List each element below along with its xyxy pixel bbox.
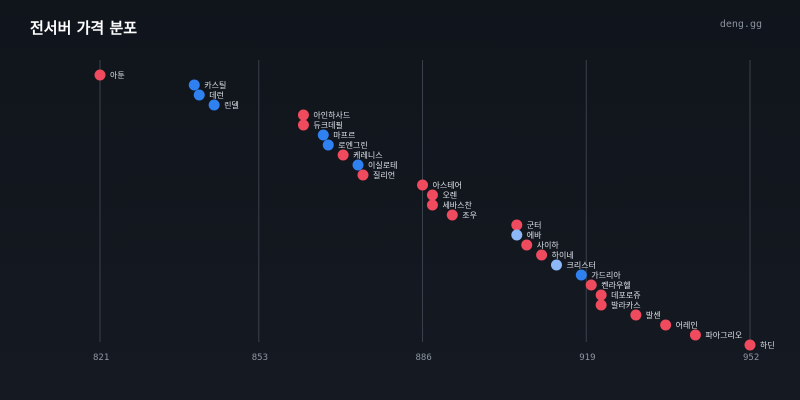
point-label: 이실로테	[368, 160, 397, 170]
point-label: 조우	[462, 211, 477, 220]
point-label: 하이네	[552, 250, 574, 260]
data-point[interactable]: 데포로쥬	[595, 289, 641, 301]
point-label: 하딘	[760, 340, 775, 350]
point-marker[interactable]	[417, 179, 429, 191]
data-point[interactable]: 데런	[193, 89, 224, 101]
data-point[interactable]: 가드리아	[575, 269, 622, 281]
point-label: 에바	[527, 230, 542, 240]
data-point[interactable]: 아스테어	[417, 179, 462, 191]
point-marker[interactable]	[322, 139, 334, 151]
point-marker[interactable]	[744, 339, 756, 351]
point-label: 아인하사드	[313, 110, 350, 120]
data-point[interactable]: 에바	[511, 229, 542, 241]
point-label: 린델	[224, 100, 239, 110]
point-label: 데포로쥬	[611, 291, 640, 300]
data-point[interactable]: 발센	[630, 309, 661, 321]
point-marker[interactable]	[297, 109, 309, 121]
point-label: 오렌	[442, 190, 457, 200]
page-title: 전서버 가격 분포	[30, 19, 138, 37]
point-label: 로엔그린	[338, 140, 367, 150]
data-point[interactable]: 아인하사드	[297, 109, 350, 121]
point-marker[interactable]	[188, 79, 200, 91]
point-label: 발센	[646, 310, 661, 320]
x-tick-label: 853	[252, 353, 268, 363]
x-tick-label: 952	[743, 353, 759, 363]
point-label: 켄라우헬	[601, 280, 630, 290]
data-point[interactable]: 로엔그린	[322, 139, 368, 151]
data-point[interactable]: 크리스터	[550, 259, 596, 271]
data-point[interactable]: 이실로테	[352, 159, 398, 171]
data-point[interactable]: 듀크데필	[297, 119, 343, 131]
point-label: 어레인	[676, 320, 698, 330]
x-tick-label: 919	[579, 353, 595, 363]
point-label: 케레니스	[353, 150, 382, 160]
point-marker[interactable]	[357, 169, 369, 181]
point-marker[interactable]	[352, 159, 364, 171]
point-marker[interactable]	[297, 119, 309, 131]
point-marker[interactable]	[630, 309, 642, 321]
point-marker[interactable]	[193, 89, 205, 101]
point-marker[interactable]	[521, 239, 533, 251]
point-label: 사이하	[537, 240, 560, 250]
point-label: 세바스찬	[442, 200, 472, 210]
point-marker[interactable]	[446, 209, 458, 221]
data-point[interactable]: 하딘	[744, 339, 775, 351]
data-point[interactable]: 파아그리오	[689, 329, 742, 341]
point-marker[interactable]	[511, 229, 523, 241]
point-marker[interactable]	[595, 289, 607, 301]
data-point[interactable]: 어레인	[660, 319, 698, 331]
x-tick-label: 886	[416, 353, 432, 363]
data-point[interactable]: 켄라우헬	[585, 279, 631, 291]
data-point[interactable]: 군터	[511, 219, 542, 231]
point-label: 크리스터	[566, 261, 595, 270]
data-points: 아툰카스틸데런린델아인하사드듀크데필마프르로엔그린케레니스이실로테질리언아스테어…	[94, 69, 775, 351]
point-marker[interactable]	[337, 149, 349, 161]
data-point[interactable]: 린델	[208, 99, 239, 111]
grid-layer	[99, 60, 751, 342]
data-point[interactable]: 마프르	[317, 129, 356, 141]
point-marker[interactable]	[550, 259, 562, 271]
point-marker[interactable]	[317, 129, 329, 141]
data-point[interactable]: 조우	[446, 209, 477, 221]
point-marker[interactable]	[426, 199, 438, 211]
point-label: 가드리아	[591, 270, 621, 280]
data-point[interactable]: 하이네	[536, 249, 574, 261]
point-label: 듀크데필	[313, 120, 342, 130]
data-point[interactable]: 카스틸	[188, 79, 227, 91]
data-point[interactable]: 사이하	[521, 239, 560, 251]
point-label: 마프르	[333, 131, 355, 140]
point-label: 데런	[209, 90, 224, 100]
point-marker[interactable]	[511, 219, 523, 231]
point-label: 군터	[527, 221, 542, 230]
brand-label: deng.gg	[719, 19, 762, 30]
point-marker[interactable]	[536, 249, 548, 261]
data-point[interactable]: 질리언	[357, 169, 395, 181]
point-label: 아스테어	[433, 180, 462, 190]
point-marker[interactable]	[575, 269, 587, 281]
point-label: 파아그리오	[705, 330, 742, 340]
point-label: 질리언	[373, 170, 395, 180]
point-marker[interactable]	[94, 69, 106, 81]
point-marker[interactable]	[595, 299, 607, 311]
point-label: 아툰	[110, 70, 125, 80]
data-point[interactable]: 아툰	[94, 69, 125, 81]
data-point[interactable]: 케레니스	[337, 149, 383, 161]
data-point[interactable]: 오렌	[426, 189, 457, 201]
data-point[interactable]: 발라카스	[595, 299, 641, 311]
point-marker[interactable]	[208, 99, 220, 111]
x-axis-ticks: 821 853 886 919 952	[93, 353, 759, 363]
point-marker[interactable]	[585, 279, 597, 291]
x-tick-label: 821	[93, 353, 109, 363]
point-marker[interactable]	[660, 319, 672, 331]
point-marker[interactable]	[426, 189, 438, 201]
point-marker[interactable]	[689, 329, 701, 341]
point-label: 발라카스	[611, 300, 640, 310]
point-label: 카스틸	[204, 80, 226, 90]
data-point[interactable]: 세바스찬	[426, 199, 473, 211]
